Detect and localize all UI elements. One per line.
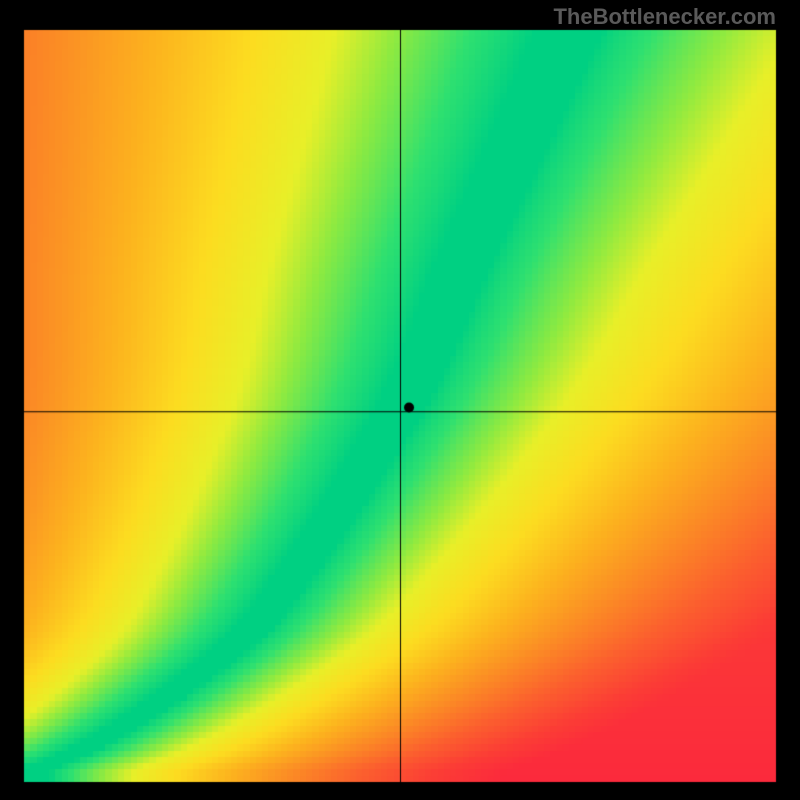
watermark-text: TheBottlenecker.com xyxy=(553,4,776,30)
chart-container: { "watermark": { "text": "TheBottlenecke… xyxy=(0,0,800,800)
bottleneck-heatmap xyxy=(0,0,800,800)
